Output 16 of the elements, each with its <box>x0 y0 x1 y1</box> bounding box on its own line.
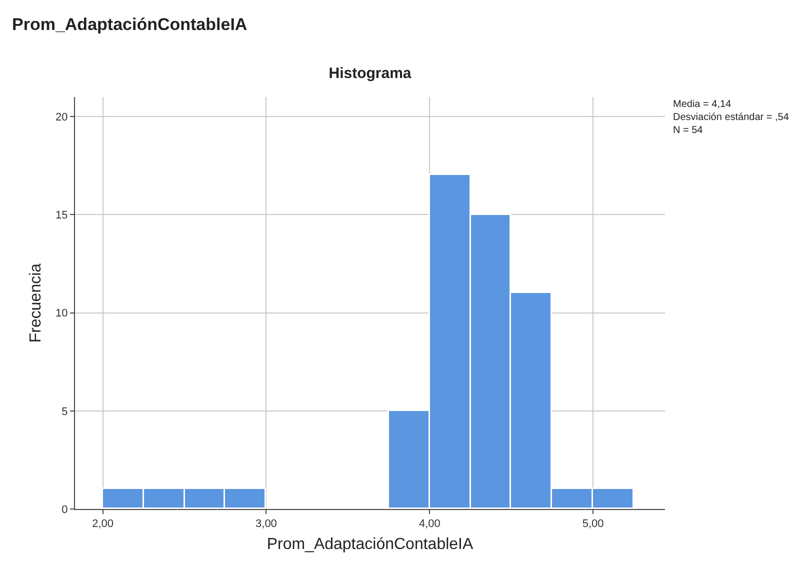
text: N = 54 <box>673 125 704 136</box>
chart-subtitle: Prom_AdaptaciónContableIA <box>12 15 248 34</box>
y-tick-label: 10 <box>56 308 68 320</box>
x-tick-label: 2,00 <box>92 518 114 530</box>
y-tick-label: 5 <box>62 406 68 418</box>
y-tick-label: 20 <box>56 111 68 124</box>
text: Media = 4,14 <box>673 99 732 110</box>
y-axis-title: Frecuencia <box>27 263 44 343</box>
x-tick-label: 5,00 <box>582 518 604 530</box>
x-axis-title: Prom_AdaptaciónContableIA <box>266 536 474 553</box>
chart-title: Histograma <box>328 65 412 82</box>
text: Desviación estándar = ,54 <box>673 112 790 123</box>
y-tick-label: 0 <box>62 504 68 516</box>
x-tick-label: 4,00 <box>418 518 440 530</box>
y-tick-label: 15 <box>56 210 68 222</box>
x-tick-label: 3,00 <box>256 518 277 530</box>
